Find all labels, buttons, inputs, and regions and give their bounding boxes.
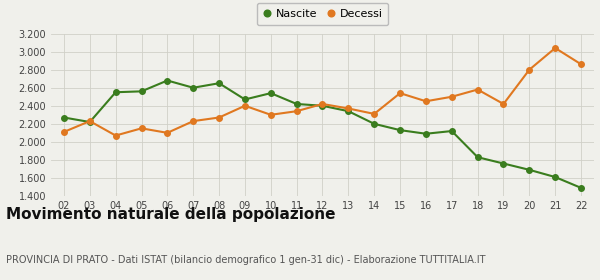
Nascite xyxy=(448,129,455,133)
Decessi xyxy=(474,88,481,91)
Line: Nascite: Nascite xyxy=(61,78,584,191)
Text: PROVINCIA DI PRATO - Dati ISTAT (bilancio demografico 1 gen-31 dic) - Elaborazio: PROVINCIA DI PRATO - Dati ISTAT (bilanci… xyxy=(6,255,485,265)
Nascite xyxy=(551,175,559,179)
Nascite xyxy=(397,129,404,132)
Nascite xyxy=(112,90,119,94)
Decessi xyxy=(526,68,533,71)
Nascite xyxy=(345,109,352,113)
Decessi xyxy=(61,130,68,134)
Nascite xyxy=(61,116,68,119)
Nascite xyxy=(500,162,507,165)
Decessi xyxy=(345,107,352,110)
Decessi xyxy=(164,131,171,134)
Decessi xyxy=(241,104,248,108)
Decessi xyxy=(190,120,197,123)
Decessi xyxy=(215,116,223,119)
Nascite xyxy=(86,120,94,124)
Nascite xyxy=(293,102,300,106)
Nascite xyxy=(138,90,145,93)
Nascite xyxy=(577,186,584,190)
Nascite xyxy=(319,104,326,108)
Decessi xyxy=(500,102,507,106)
Decessi xyxy=(371,112,378,116)
Decessi xyxy=(448,95,455,99)
Nascite xyxy=(422,132,430,136)
Nascite xyxy=(267,92,274,95)
Decessi xyxy=(551,46,559,50)
Nascite xyxy=(371,122,378,125)
Decessi xyxy=(397,92,404,95)
Decessi xyxy=(86,120,94,123)
Decessi xyxy=(319,102,326,106)
Decessi xyxy=(293,109,300,113)
Nascite xyxy=(215,81,223,85)
Nascite xyxy=(526,168,533,172)
Line: Decessi: Decessi xyxy=(61,45,584,138)
Nascite xyxy=(164,79,171,82)
Decessi xyxy=(577,63,584,66)
Decessi xyxy=(422,100,430,103)
Decessi xyxy=(267,113,274,116)
Decessi xyxy=(112,134,119,137)
Decessi xyxy=(138,127,145,130)
Nascite xyxy=(241,98,248,101)
Text: Movimento naturale della popolazione: Movimento naturale della popolazione xyxy=(6,207,335,222)
Nascite xyxy=(474,155,481,159)
Nascite xyxy=(190,86,197,89)
Legend: Nascite, Decessi: Nascite, Decessi xyxy=(257,3,388,25)
